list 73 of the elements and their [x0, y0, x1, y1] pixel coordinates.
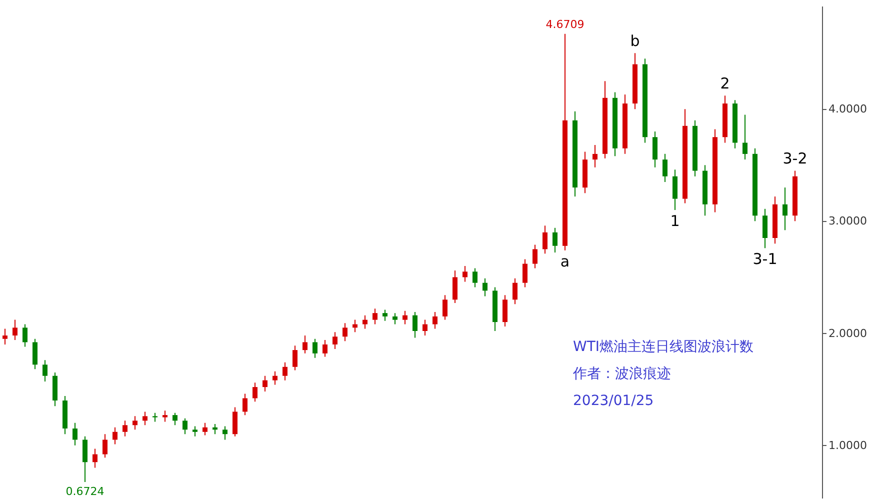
- candlestick: [112, 426, 118, 445]
- candlestick: [532, 244, 538, 269]
- candlestick: [362, 314, 368, 330]
- candlestick: [432, 311, 438, 330]
- y-tick-label: 3.0000: [828, 214, 867, 228]
- candlestick: [392, 312, 398, 325]
- annotation: 4.6709: [546, 18, 584, 31]
- candlestick: [142, 411, 148, 426]
- candlestick: [232, 406, 238, 437]
- annotation: 2023/01/25: [573, 393, 654, 409]
- candlestick: [782, 187, 788, 231]
- candlestick: [442, 294, 448, 320]
- candlestick: [502, 294, 508, 328]
- annotation: a: [560, 252, 570, 270]
- annotation: 2: [720, 74, 730, 93]
- candlestick: [452, 270, 458, 304]
- candlestick: [272, 370, 278, 386]
- candlestick: [242, 393, 248, 416]
- candlestick: [302, 334, 308, 354]
- candlestick: [202, 422, 208, 436]
- candlestick: [92, 448, 98, 468]
- candlestick: [462, 266, 468, 282]
- candlestick: [82, 436, 88, 483]
- y-tick-label: 2.0000: [828, 326, 867, 340]
- candlestick: [322, 339, 328, 358]
- candlestick: [542, 225, 548, 254]
- candlestick: [122, 420, 128, 437]
- candlestick: [672, 169, 678, 210]
- candlestick: [2, 328, 8, 345]
- y-tick-label: 1.0000: [828, 438, 867, 452]
- candlestick: [512, 278, 518, 305]
- candlestick: [662, 153, 668, 182]
- candlestick: [552, 227, 558, 254]
- candlestick: [482, 278, 488, 297]
- annotation: 3-1: [752, 250, 778, 268]
- candlestick: [282, 362, 288, 381]
- annotation: WTI燃油主连日线图波浪计数: [573, 339, 754, 355]
- annotation: b: [630, 32, 640, 50]
- candlestick: [162, 410, 168, 422]
- candlestick: [182, 418, 188, 435]
- candlestick: [22, 324, 28, 348]
- candlestick: [372, 308, 378, 325]
- candlestick: [132, 416, 138, 430]
- candlestick: [472, 268, 478, 288]
- candlestick: [382, 309, 388, 322]
- candlestick: [222, 426, 228, 440]
- candlestick: [412, 311, 418, 338]
- candlestick: [292, 345, 298, 371]
- y-tick-label: 4.0000: [828, 102, 867, 116]
- candlestick: [522, 258, 528, 288]
- candlestick: [592, 144, 598, 168]
- candlestick: [42, 360, 48, 382]
- candlestick: [12, 319, 18, 340]
- candlestick: [332, 332, 338, 350]
- candlestick: [402, 310, 408, 325]
- annotation: 0.6724: [66, 485, 104, 498]
- candlestick: [262, 375, 268, 392]
- candlestick: [352, 319, 358, 333]
- candlestick: [72, 422, 78, 446]
- candlestick: [652, 131, 658, 168]
- candlestick: [32, 338, 38, 370]
- candlestick: [742, 114, 748, 160]
- candlestick: [312, 338, 318, 358]
- annotation: 作者：波浪痕迹: [572, 366, 671, 382]
- candlestick: [172, 412, 178, 426]
- annotation: 1: [670, 212, 680, 230]
- candlestick: [252, 382, 258, 402]
- candlestick: [342, 322, 348, 342]
- candlestick: [762, 208, 768, 249]
- candlestick: [422, 319, 428, 336]
- candlestick: [102, 434, 108, 458]
- annotation: 3-2: [782, 150, 808, 168]
- candlestick: [192, 426, 198, 437]
